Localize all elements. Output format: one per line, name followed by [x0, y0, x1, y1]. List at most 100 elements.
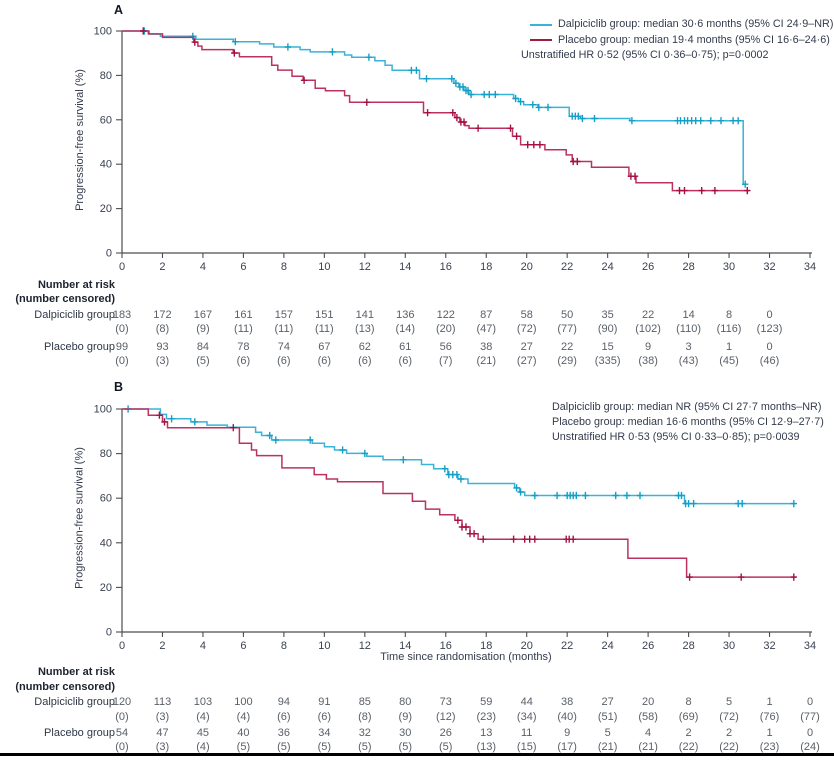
censor-mark [449, 109, 456, 117]
risk-value: 61 [399, 341, 412, 353]
censor-mark [329, 48, 336, 56]
censored-value: (13) [476, 741, 497, 753]
x-tick-label: 26 [642, 261, 654, 273]
x-tick-label: 14 [399, 261, 411, 273]
y-tick-label: 80 [100, 70, 112, 82]
censored-value: (76) [759, 711, 780, 723]
risk-table-header-b-line1: Number at risk [37, 666, 115, 678]
risk-value: 99 [115, 341, 129, 353]
risk-value: 15 [601, 341, 614, 353]
x-axis-title-b: Time since randomisation (months) [380, 651, 552, 663]
risk-value: 0 [806, 727, 814, 739]
x-tick-label: 0 [119, 640, 125, 652]
risk-value: 0 [766, 309, 773, 321]
legend-text: Placebo group: median 16·6 months (95% C… [552, 416, 824, 428]
x-tick-label: 8 [281, 261, 287, 273]
censored-value: (5) [358, 741, 372, 753]
risk-value: 14 [682, 309, 695, 321]
censored-value: (23) [476, 711, 497, 723]
censor-mark [544, 103, 552, 111]
x-tick-label: 12 [359, 261, 371, 273]
censored-value: (6) [398, 355, 413, 367]
censored-value: (7) [439, 355, 453, 367]
censor-mark [459, 83, 467, 91]
x-tick-label: 14 [399, 640, 411, 652]
censor-mark [517, 488, 524, 496]
risk-value: 103 [193, 696, 213, 708]
censor-mark [553, 491, 561, 500]
risk-value: 2 [685, 727, 692, 739]
risk-row-label-dalpiciclib-b: Dalpiciclib group [34, 696, 115, 708]
censor-mark [636, 491, 644, 500]
risk-value: 94 [277, 696, 290, 708]
censor-mark [697, 117, 704, 125]
censor-mark [535, 103, 542, 111]
risk-value: 58 [520, 309, 533, 321]
censor-mark [524, 141, 531, 149]
y-tick-label: 60 [100, 493, 112, 505]
risk-value: 5 [604, 727, 611, 739]
censor-mark [717, 117, 725, 125]
censored-value: (38) [638, 355, 658, 367]
x-tick-label: 20 [521, 261, 533, 273]
y-tick-label: 40 [100, 537, 112, 549]
dalpiciclib-line-swatch [530, 23, 552, 26]
x-tick-label: 10 [318, 640, 330, 652]
censored-value: (90) [597, 323, 618, 335]
x-tick-label: 10 [318, 261, 330, 273]
risk-value: 73 [439, 696, 452, 708]
x-tick-label: 30 [723, 640, 735, 652]
risk-row-label-dalpiciclib-a: Dalpiciclib group [34, 309, 115, 321]
x-tick-label: 32 [763, 261, 775, 273]
censored-value: (12) [435, 711, 456, 723]
censored-value: (47) [476, 323, 497, 335]
censor-mark [582, 491, 589, 500]
censor-mark [423, 75, 430, 83]
censor-mark [191, 38, 198, 46]
risk-value: 11 [520, 727, 533, 739]
censored-value: (11) [274, 323, 294, 335]
censor-mark [507, 124, 514, 132]
censored-value: (5) [398, 741, 413, 753]
censor-mark [457, 475, 465, 483]
risk-value: 27 [520, 341, 533, 353]
risk-value: 22 [561, 341, 574, 353]
y-tick-label: 100 [94, 404, 112, 416]
legend-entry-hr-a: Unstratified HR 0·52 (95% CI 0·36–0·75);… [521, 48, 833, 64]
x-tick-label: 12 [359, 640, 371, 652]
x-tick-label: 24 [602, 640, 614, 652]
censored-value: (5) [196, 355, 210, 367]
censored-value: (6) [317, 711, 332, 723]
censor-mark [790, 500, 797, 508]
censor-mark [690, 500, 697, 508]
censored-value: (72) [516, 323, 537, 335]
risk-table-header-b-line2: (number censored) [15, 681, 115, 693]
censor-mark [628, 117, 636, 125]
survival-curve-placebo-group [122, 30, 750, 192]
x-tick-label: 28 [682, 640, 694, 652]
censor-mark [140, 27, 147, 35]
x-tick-label: 16 [440, 640, 452, 652]
y-tick-label: 0 [106, 627, 112, 639]
censor-mark [452, 79, 460, 87]
censored-value: (4) [196, 711, 210, 723]
censor-mark [631, 172, 639, 180]
censored-value: (6) [236, 355, 251, 367]
risk-value: 122 [436, 309, 455, 321]
censor-mark [454, 516, 462, 524]
censored-value: (0) [115, 741, 129, 753]
risk-value: 20 [641, 696, 655, 708]
censor-mark [424, 109, 431, 117]
censor-mark [189, 32, 196, 40]
risk-value: 9 [645, 341, 652, 353]
censor-mark [467, 90, 475, 99]
censored-value: (3) [155, 741, 170, 753]
censored-value: (24) [800, 741, 820, 753]
x-tick-label: 4 [200, 261, 206, 273]
x-tick-label: 18 [480, 640, 492, 652]
survival-curve-dalpiciclib-group [122, 30, 747, 185]
risk-value: 27 [601, 696, 614, 708]
censor-mark [232, 38, 239, 46]
survival-curve-dalpiciclib-group [122, 408, 796, 505]
censored-value: (6) [317, 355, 332, 367]
